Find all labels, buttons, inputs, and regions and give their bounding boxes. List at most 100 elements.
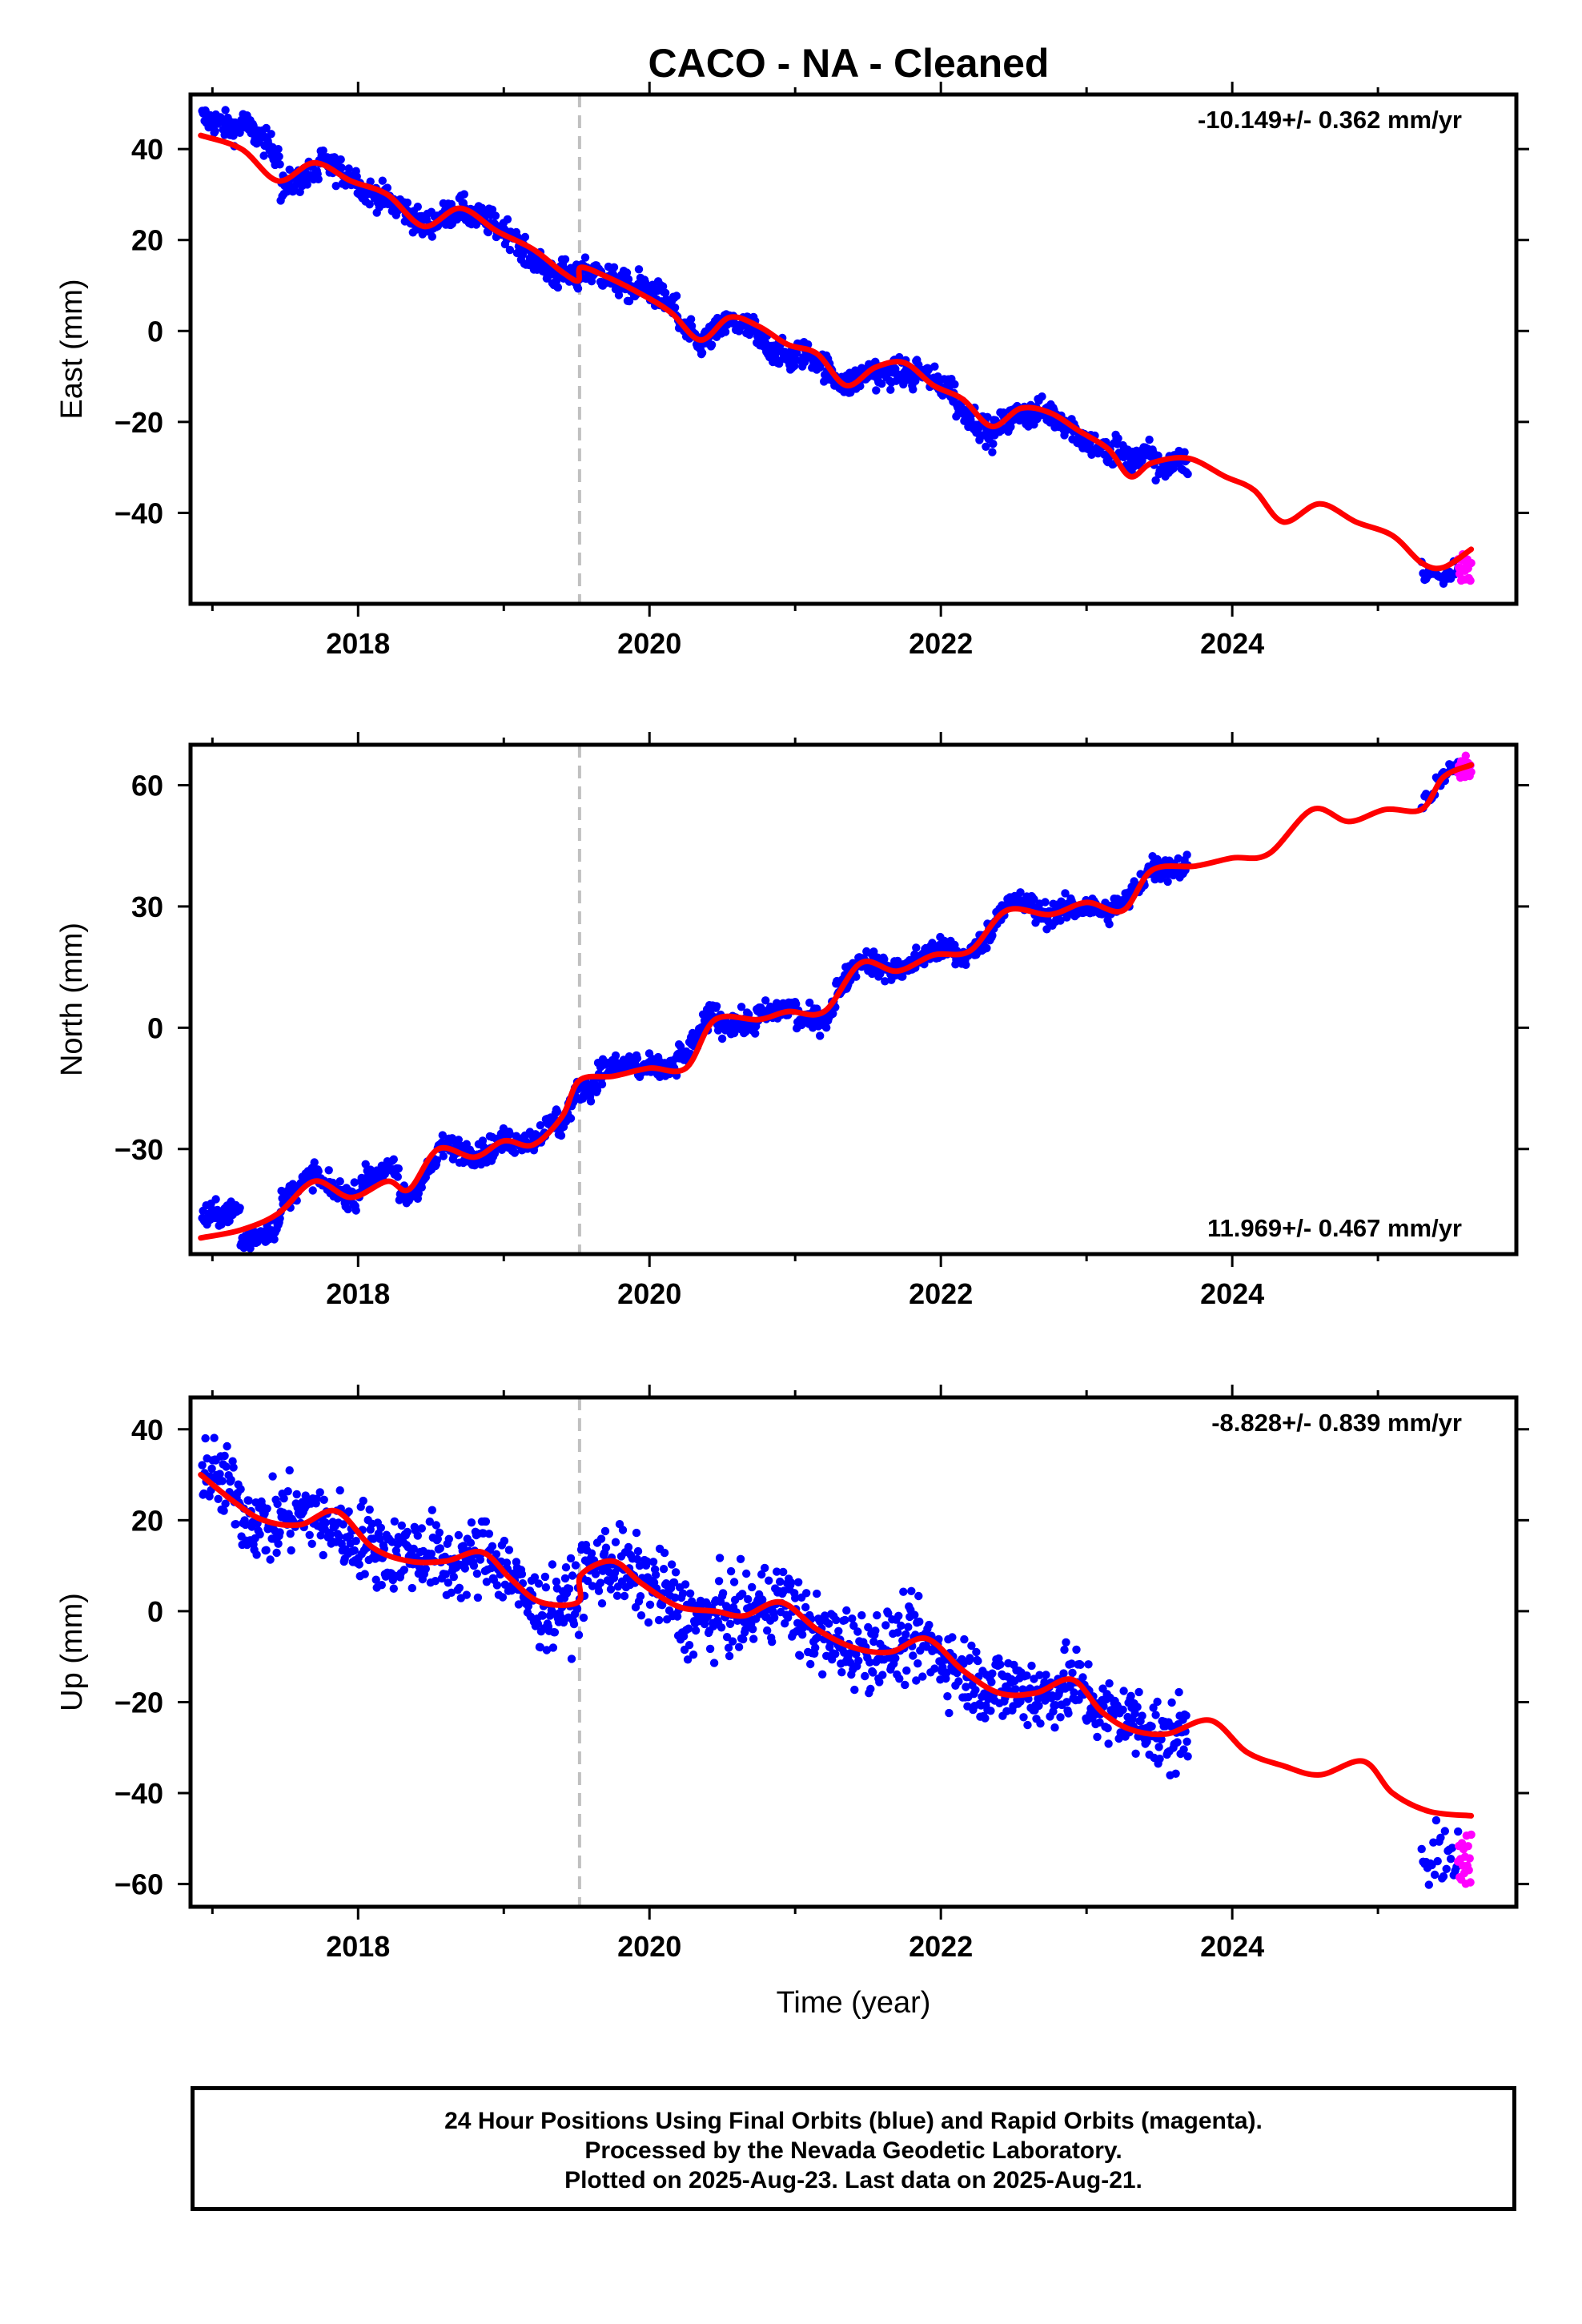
up-final-point [455, 1583, 464, 1593]
up-final-point [765, 1576, 773, 1585]
north-final-point [586, 1097, 596, 1106]
east-final-point [872, 386, 881, 395]
up-xtick-label: 2018 [326, 1930, 390, 1963]
up-final-point [319, 1550, 327, 1560]
up-final-point [275, 1528, 284, 1537]
up-rate-label: -8.828+/- 0.839 mm/yr [1211, 1409, 1462, 1437]
north-final-point [881, 977, 889, 986]
up-final-point [770, 1613, 779, 1622]
up-final-point [1179, 1745, 1188, 1754]
up-rapid-point [1467, 1830, 1476, 1839]
east-final-point [721, 328, 730, 336]
north-final-point [1030, 895, 1038, 904]
up-final-point [659, 1565, 669, 1574]
up-final-point [231, 1520, 240, 1529]
north-ytick-label: 30 [131, 891, 163, 923]
up-ytick-label: 0 [147, 1595, 163, 1628]
up-final-point [873, 1610, 881, 1620]
up-final-point [1062, 1698, 1071, 1707]
up-final-point [620, 1591, 629, 1601]
up-xtick-label: 2022 [909, 1930, 973, 1963]
up-final-point [221, 1499, 230, 1508]
east-final-point [262, 123, 271, 133]
north-final-point [761, 996, 770, 1005]
up-final-point [524, 1602, 533, 1610]
east-final-point [1114, 434, 1122, 443]
north-final-point [741, 1027, 750, 1036]
up-final-point [685, 1641, 694, 1650]
up-final-point [492, 1550, 501, 1559]
up-final-point [1417, 1844, 1426, 1854]
east-final-point [1138, 456, 1146, 465]
east-ytick-label: 40 [131, 133, 163, 166]
up-final-point [454, 1530, 463, 1540]
up-final-point [210, 1433, 219, 1442]
chart-title: CACO - NA - Cleaned [648, 41, 1050, 86]
up-final-point [618, 1526, 628, 1534]
up-ytick-label: 40 [131, 1413, 163, 1446]
up-final-point [444, 1534, 453, 1544]
up-final-point [842, 1606, 851, 1615]
up-final-point [292, 1490, 301, 1499]
up-final-point [530, 1573, 540, 1582]
north-final-point [644, 1049, 654, 1058]
up-final-point [596, 1534, 606, 1543]
north-final-point [880, 955, 889, 964]
north-final-point [351, 1206, 360, 1215]
east-final-point [221, 106, 230, 115]
up-final-point [714, 1577, 724, 1586]
up-final-point [567, 1655, 576, 1663]
up-final-point [669, 1578, 679, 1587]
up-final-point [344, 1507, 353, 1516]
up-final-point [869, 1668, 877, 1677]
up-final-point [262, 1546, 271, 1554]
up-final-point [981, 1714, 990, 1723]
north-final-point [751, 1029, 760, 1038]
up-final-point [376, 1523, 385, 1533]
up-final-point [1157, 1735, 1166, 1744]
north-final-point [1041, 898, 1050, 907]
up-final-point [651, 1570, 661, 1579]
up-final-point [974, 1656, 982, 1666]
up-final-point [408, 1583, 416, 1593]
up-final-point [536, 1642, 545, 1652]
north-final-point [1182, 850, 1191, 859]
east-final-point [1145, 435, 1154, 444]
east-final-point [1151, 476, 1160, 485]
east-final-point [560, 255, 570, 263]
up-final-point [897, 1621, 905, 1630]
up-final-point [1095, 1718, 1104, 1727]
up-final-point [1130, 1709, 1139, 1718]
up-final-point [861, 1671, 869, 1681]
north-ytick-label: 60 [131, 769, 163, 802]
east-final-point [383, 183, 391, 192]
east-ytick-label: 20 [131, 224, 163, 257]
up-final-point [832, 1615, 841, 1625]
up-final-point [459, 1542, 468, 1550]
up-final-point [1138, 1711, 1146, 1720]
north-final-point [1174, 854, 1182, 863]
north-final-point [536, 1121, 545, 1130]
up-final-point [207, 1464, 216, 1474]
up-final-point [1034, 1701, 1043, 1711]
east-frame [188, 92, 1519, 606]
up-final-point [1174, 1687, 1183, 1697]
up-ytick-label: −40 [114, 1777, 163, 1810]
up-final-point [1076, 1660, 1085, 1669]
up-final-point [798, 1630, 807, 1639]
up-final-point [972, 1647, 981, 1657]
north-final-point [552, 1107, 562, 1116]
up-final-point [817, 1670, 827, 1679]
up-final-point [895, 1675, 904, 1683]
east-xtick-label: 2020 [617, 627, 681, 660]
up-final-point [369, 1534, 378, 1543]
up-final-point [1447, 1844, 1457, 1852]
north-final-point [1105, 919, 1114, 929]
up-final-point [273, 1499, 282, 1509]
north-final-point [729, 1028, 739, 1038]
up-final-point [1078, 1673, 1087, 1682]
up-final-point [435, 1528, 444, 1538]
up-final-point [472, 1569, 482, 1578]
up-final-point [1070, 1688, 1078, 1697]
up-final-point [670, 1593, 680, 1602]
